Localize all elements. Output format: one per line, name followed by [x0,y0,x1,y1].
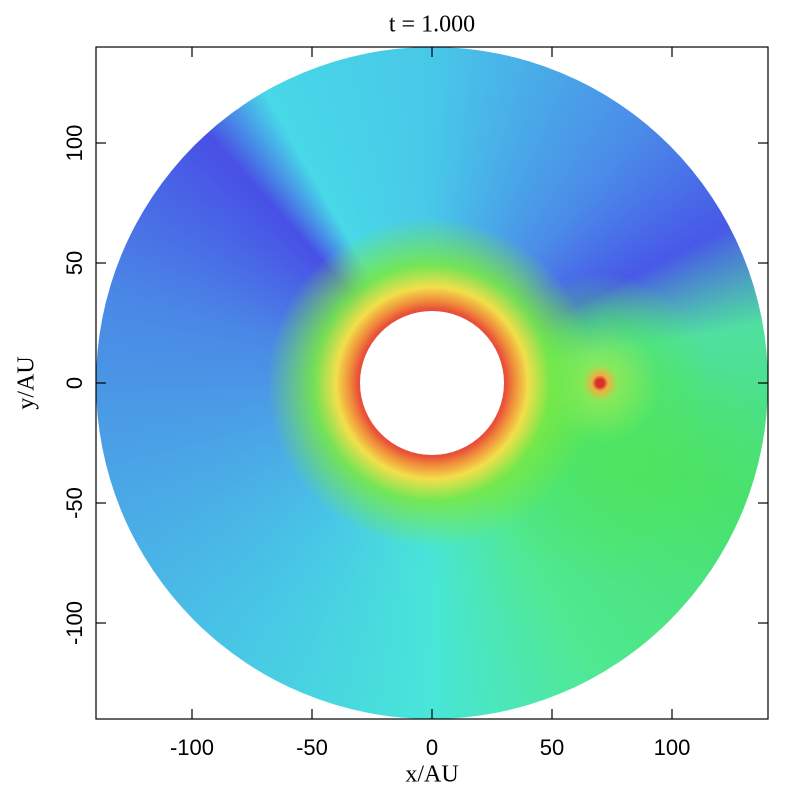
y-axis-label: y/AU [14,356,40,409]
y-tick-label: 50 [62,251,87,275]
inner-hole [360,311,504,455]
x-tick-label: 50 [540,735,564,760]
chart-title: t = 1.000 [389,12,475,38]
x-tick-label: -50 [296,735,328,760]
x-tick-label: -100 [170,735,214,760]
y-tick-label: 100 [62,125,87,162]
y-tick-label: -50 [62,487,87,519]
x-tick-label: 0 [426,735,438,760]
y-tick-label: -100 [62,601,87,645]
y-tick-label: 0 [62,377,87,389]
x-tick-label: 100 [654,735,691,760]
x-axis-label: x/AU [405,762,458,788]
